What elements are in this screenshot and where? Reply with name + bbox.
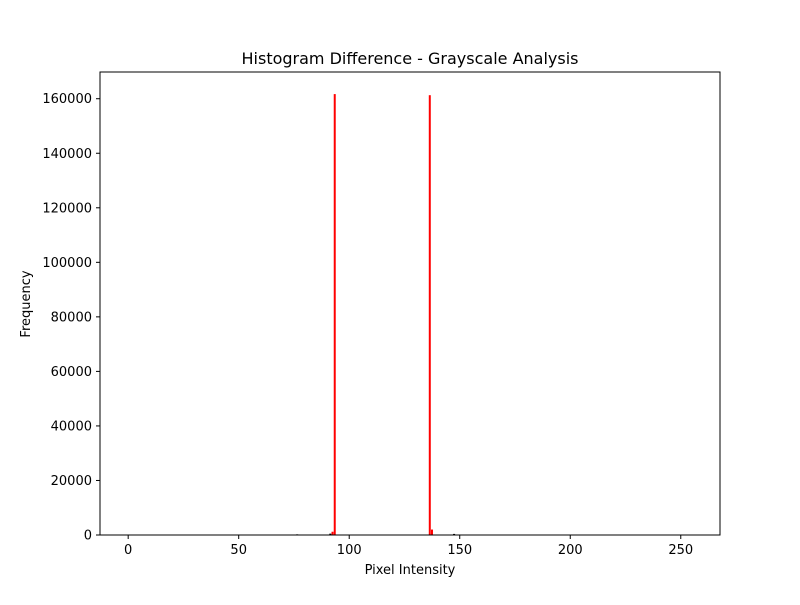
histogram-bar: [428, 95, 431, 536]
y-tick-label: 0: [84, 529, 92, 544]
histogram-bar: [431, 529, 433, 535]
y-tick-label: 40000: [51, 419, 92, 434]
y-axis-ticks: 0 20000 40000 60000 80000 100000 120000 140000 1…: [42, 92, 100, 544]
y-tick-label: 140000: [42, 147, 92, 162]
y-tick-label: 80000: [51, 310, 92, 325]
histogram-bar: [333, 94, 336, 535]
plot-area: [100, 72, 720, 535]
chart-title: Histogram Difference - Grayscale Analysi…: [242, 49, 579, 68]
x-tick-label: 250: [668, 543, 693, 558]
plot-frame: [99, 71, 721, 536]
y-tick-label: 120000: [42, 201, 92, 216]
x-tick-label: 100: [337, 543, 362, 558]
y-axis-label: Frequency: [19, 270, 34, 337]
y-tick-label: 20000: [51, 474, 92, 489]
x-tick-label: 150: [447, 543, 472, 558]
x-tick-label: 200: [558, 543, 583, 558]
histogram-bar: [331, 531, 334, 535]
x-axis-label: Pixel Intensity: [365, 563, 456, 578]
y-tick-label: 60000: [51, 365, 92, 380]
y-tick-label: 160000: [42, 92, 92, 107]
histogram-bar: [329, 533, 332, 535]
x-axis-ticks: 0 50 100 150 200 250: [124, 535, 693, 558]
histogram-bar: [453, 533, 456, 535]
x-tick-label: 0: [124, 543, 132, 558]
y-tick-label: 100000: [42, 256, 92, 271]
x-tick-label: 50: [230, 543, 247, 558]
